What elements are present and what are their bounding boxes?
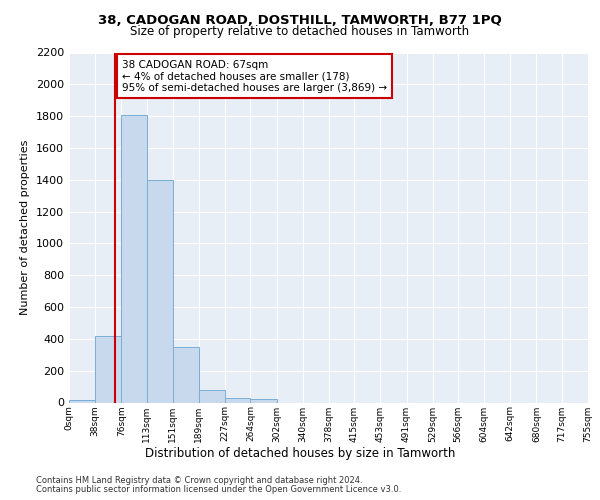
- Text: 38, CADOGAN ROAD, DOSTHILL, TAMWORTH, B77 1PQ: 38, CADOGAN ROAD, DOSTHILL, TAMWORTH, B7…: [98, 14, 502, 27]
- Text: Contains public sector information licensed under the Open Government Licence v3: Contains public sector information licen…: [36, 485, 401, 494]
- Bar: [146, 180, 173, 402]
- Bar: [173, 347, 199, 403]
- Text: Distribution of detached houses by size in Tamworth: Distribution of detached houses by size …: [145, 448, 455, 460]
- Bar: [225, 398, 250, 402]
- Bar: [121, 114, 146, 403]
- Bar: [69, 400, 95, 402]
- Text: Size of property relative to detached houses in Tamworth: Size of property relative to detached ho…: [130, 25, 470, 38]
- Bar: [95, 336, 121, 402]
- Text: Contains HM Land Registry data © Crown copyright and database right 2024.: Contains HM Land Registry data © Crown c…: [36, 476, 362, 485]
- Y-axis label: Number of detached properties: Number of detached properties: [20, 140, 31, 315]
- Bar: [250, 400, 277, 402]
- Text: 38 CADOGAN ROAD: 67sqm
← 4% of detached houses are smaller (178)
95% of semi-det: 38 CADOGAN ROAD: 67sqm ← 4% of detached …: [122, 60, 387, 93]
- Bar: [199, 390, 225, 402]
